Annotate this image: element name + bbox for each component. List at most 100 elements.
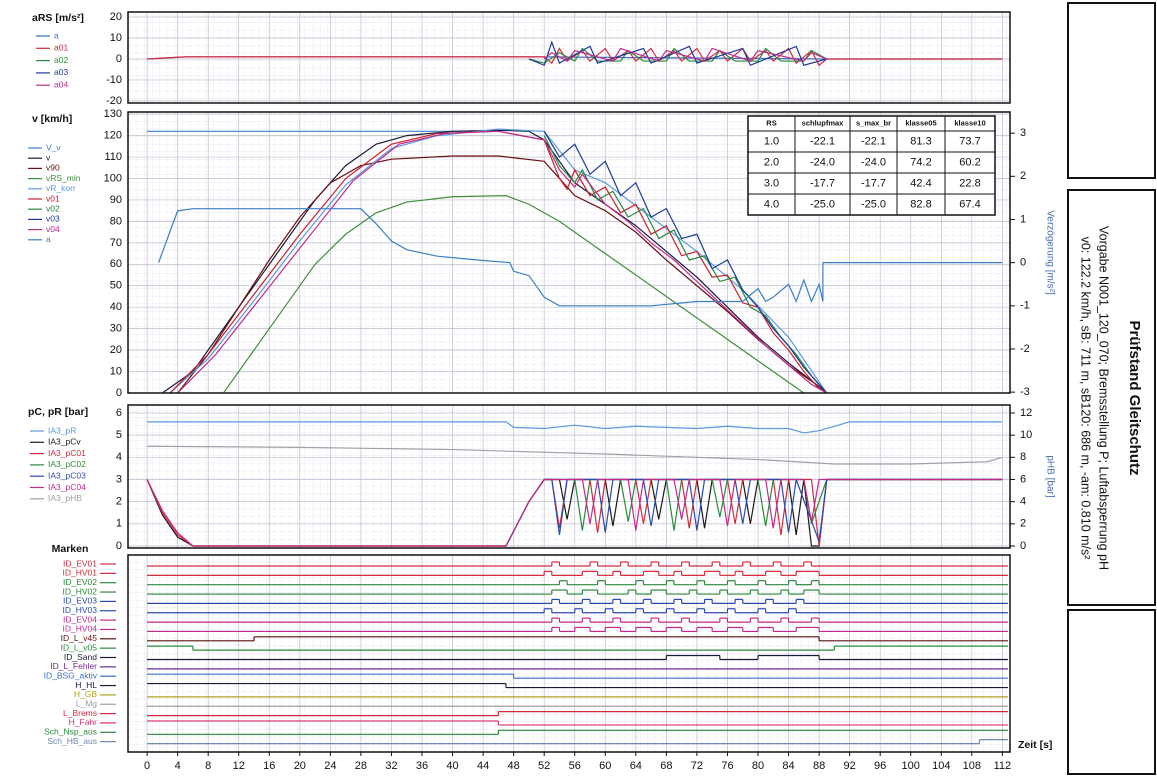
legend-label: IA3_pC02 bbox=[48, 459, 86, 469]
x-tick-label: 68 bbox=[660, 760, 672, 772]
legend-label: a bbox=[54, 30, 59, 40]
x-tick-label: 104 bbox=[932, 760, 950, 772]
y-tick-label: 0 bbox=[116, 540, 122, 552]
x-tick-label: 20 bbox=[294, 760, 306, 772]
table-header: klasse05 bbox=[905, 118, 936, 127]
y-tick-label: 60 bbox=[110, 258, 122, 270]
legend-label: ID_EV02 bbox=[63, 577, 97, 587]
table-header: s_max_br bbox=[856, 118, 891, 127]
x-tick-label: 32 bbox=[385, 760, 397, 772]
x-tick-label: 76 bbox=[721, 760, 733, 772]
info-line: Vorgabe N001_120_070; Bremsstellung P; L… bbox=[1097, 226, 1111, 570]
info-line: v0: 122.2 km/h, sB: 711 m, sB120: 686 m,… bbox=[1079, 237, 1093, 560]
legend-label: ID_HV03 bbox=[63, 605, 98, 615]
table-cell: -24.0 bbox=[861, 156, 886, 168]
x-tick-label: 28 bbox=[355, 760, 367, 772]
plot-frame bbox=[127, 404, 1011, 549]
x-tick-label: 8 bbox=[205, 760, 211, 772]
table-cell: -25.0 bbox=[861, 198, 886, 210]
x-tick-label: 56 bbox=[569, 760, 581, 772]
legend-label: v02 bbox=[46, 203, 60, 213]
legend-label: ID_HV02 bbox=[63, 586, 98, 596]
x-tick-label: 112 bbox=[994, 760, 1012, 772]
table-header: schlupfmax bbox=[802, 118, 845, 127]
series-line bbox=[157, 208, 1003, 307]
y2-tick-label: -2 bbox=[1020, 343, 1030, 355]
table-cell: 42.4 bbox=[910, 177, 931, 189]
table-cell: 82.8 bbox=[910, 198, 931, 210]
legend-label: ID_L_Fehler bbox=[50, 661, 97, 671]
info-panel: Prüfstand Gleitschutz Vorgabe N001_120_0… bbox=[1067, 2, 1156, 775]
legend-label: IA3_pC04 bbox=[48, 482, 86, 492]
series-line bbox=[147, 445, 1003, 465]
legend-label: v03 bbox=[46, 214, 60, 224]
table-cell: -22.1 bbox=[810, 135, 835, 147]
series-line bbox=[528, 40, 827, 67]
series-line bbox=[543, 47, 827, 62]
y-tick-label: 90 bbox=[110, 194, 122, 206]
x-tick-label: 100 bbox=[902, 760, 920, 772]
table-cell: -22.1 bbox=[861, 135, 886, 147]
table-cell: 4.0 bbox=[764, 198, 779, 210]
x-tick-label: 92 bbox=[844, 760, 856, 772]
legend-label: ID_EV04 bbox=[63, 614, 97, 624]
y2-tick-label: 2 bbox=[1020, 170, 1026, 182]
table-cell: -24.0 bbox=[810, 156, 835, 168]
series-line bbox=[169, 130, 828, 394]
y-tick-label: 120 bbox=[104, 130, 122, 142]
legend-label: vRS_min bbox=[46, 173, 81, 183]
legend-label: v04 bbox=[46, 224, 60, 234]
info-box bbox=[1067, 2, 1156, 179]
legend-label: Sch_Nsp_aus bbox=[44, 727, 97, 737]
legend-label: H_GB bbox=[74, 689, 97, 699]
y-tick-label: 20 bbox=[110, 11, 122, 23]
legend-label: a01 bbox=[54, 43, 68, 53]
table-cell: 22.8 bbox=[959, 177, 980, 189]
table-cell: 81.3 bbox=[910, 135, 931, 147]
table-cell: 60.2 bbox=[959, 156, 980, 168]
y-tick-label: 10 bbox=[110, 365, 122, 377]
series-line bbox=[528, 47, 828, 64]
y-tick-label: 6 bbox=[116, 407, 122, 419]
plot-area bbox=[128, 555, 1010, 752]
y2-axis-label: pHB [bar] bbox=[1044, 455, 1055, 497]
x-tick-label: 64 bbox=[630, 760, 642, 772]
plot-frame bbox=[127, 111, 1011, 394]
plot-frame bbox=[127, 554, 1011, 753]
plot-area bbox=[128, 405, 1010, 548]
x-tick-label: 16 bbox=[263, 760, 275, 772]
table-header: RS bbox=[766, 118, 776, 127]
table-cell: 74.2 bbox=[910, 156, 931, 168]
y2-tick-label: 12 bbox=[1020, 407, 1032, 419]
y2-axis-label: Verzögerung [m/s²] bbox=[1044, 210, 1055, 295]
x-tick-label: 44 bbox=[477, 760, 489, 772]
plot-frame bbox=[127, 11, 1011, 104]
legend-label: Sch_HB_aus bbox=[47, 736, 97, 746]
y2-tick-label: 4 bbox=[1020, 496, 1026, 508]
legend-label: ID_L_v45 bbox=[61, 633, 98, 643]
panel-title: Marken bbox=[52, 543, 89, 555]
legend-label: ID_EV03 bbox=[63, 596, 97, 606]
y-tick-label: 130 bbox=[104, 108, 122, 120]
series-line bbox=[543, 131, 828, 394]
x-tick-label: 48 bbox=[508, 760, 520, 772]
legend-label: v90 bbox=[46, 163, 60, 173]
legend-label: a03 bbox=[54, 67, 68, 77]
y-tick-label: 30 bbox=[110, 323, 122, 335]
series-line bbox=[146, 478, 1003, 547]
series-line bbox=[147, 47, 1003, 67]
x-tick-label: 4 bbox=[175, 760, 181, 772]
x-tick-label: 84 bbox=[782, 760, 794, 772]
series-line bbox=[147, 421, 1003, 434]
x-tick-label: 40 bbox=[446, 760, 458, 772]
y-tick-label: 80 bbox=[110, 215, 122, 227]
y-tick-label: -20 bbox=[106, 95, 122, 107]
x-tick-label: 72 bbox=[691, 760, 703, 772]
table-cell: -17.7 bbox=[861, 177, 886, 189]
y2-tick-label: 2 bbox=[1020, 518, 1026, 530]
x-tick-label: 12 bbox=[233, 760, 245, 772]
panel-title: v [km/h] bbox=[32, 113, 72, 125]
legend-label: ID_EV01 bbox=[63, 558, 97, 568]
y2-tick-label: 10 bbox=[1020, 429, 1032, 441]
